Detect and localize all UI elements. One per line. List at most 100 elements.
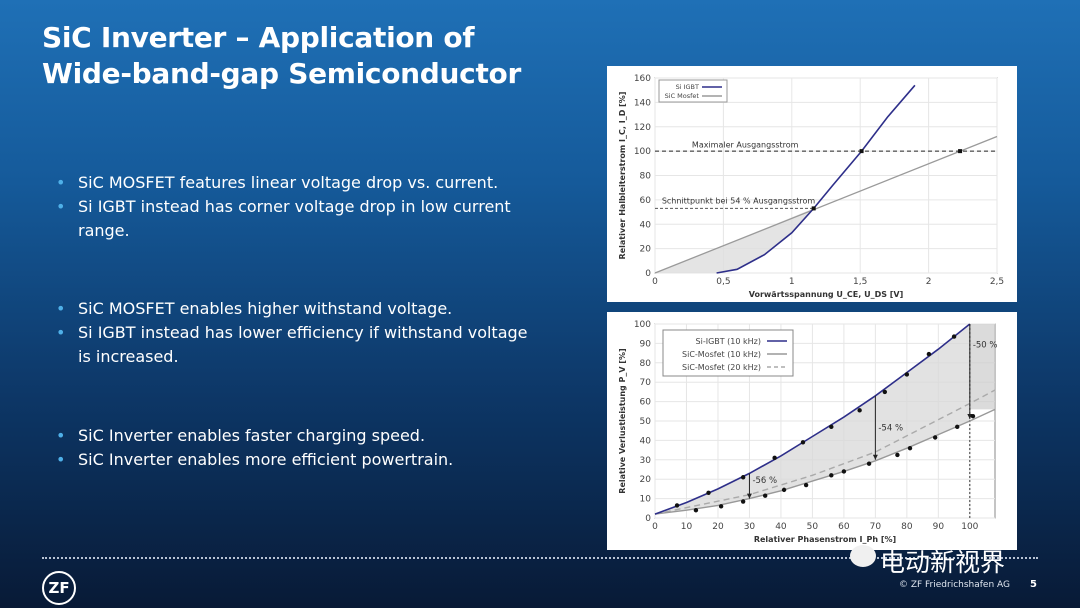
data-point-igbt [800,440,806,445]
x-tick-label: 40 [775,522,787,532]
x-tick-label: 50 [807,522,819,532]
data-point-sic [740,499,746,504]
data-point-igbt [951,334,957,339]
y-tick-label: 100 [634,147,651,157]
title-line-1: SiC Inverter – Application of [42,21,475,54]
data-point-igbt [829,424,834,430]
data-point-sic [907,445,913,451]
x-tick-label: 90 [933,522,945,532]
x-tick-label: 20 [712,522,724,532]
y-tick-label: 40 [640,436,652,446]
y-tick-label: 60 [640,196,652,206]
shaded-area [655,324,970,515]
x-tick-label: 2,5 [990,277,1004,287]
x-tick-label: 60 [838,522,850,532]
arrow-head [746,493,752,499]
y-tick-label: 0 [645,269,651,279]
x-tick-label: 80 [901,522,913,532]
chart-forward-voltage: 0 0,5 1 1,5 2 2,5 0 20 40 60 80 100 120 140 160 Vorwärt… [607,66,1017,302]
bullet: SiC MOSFET features linear voltage drop … [56,171,536,195]
x-tick-label: 1,5 [853,277,867,287]
footer-divider [42,557,1038,559]
title-line-2: Wide-band-gap Semiconductor [42,57,522,90]
bullet-group-1: SiC MOSFET features linear voltage drop … [56,171,536,243]
arrow-head [872,454,878,460]
y-tick-label: 50 [640,417,652,427]
bullet: SiC MOSFET enables higher withstand volt… [56,297,536,321]
x-tick-label: 0 [652,277,658,287]
data-point-sic [762,493,768,498]
data-point-igbt [674,503,680,508]
bullet: SiC Inverter enables faster charging spe… [56,424,536,448]
x-tick-label: 10 [681,522,693,532]
bullet: Si IGBT instead has lower efficiency if … [56,321,536,369]
x-tick-label: 0 [652,522,658,532]
bullet-group-2: SiC MOSFET enables higher withstand volt… [56,297,536,369]
y-tick-label: 80 [640,172,652,182]
x-axis-label: Relativer Phasenstrom I_Ph [%] [754,535,896,544]
annotation-max: Maximaler Ausgangsstrom [692,140,799,149]
x-tick-label: 30 [744,522,756,532]
y-tick-label: 90 [640,339,652,349]
data-point-sic [718,504,724,509]
marker-point [958,149,963,154]
chart-power-loss: 0 10 20 30 40 50 60 70 80 90 100 0 10 20 30 40 50 60 70 80 9… [607,312,1017,550]
x-tick-label: 1 [789,277,795,287]
data-point-sic [970,413,976,419]
data-point-igbt [706,490,711,495]
legend-label: Si-IGBT (10 kHz) [696,337,761,346]
y-tick-label: 160 [634,74,651,84]
data-point-sic [781,487,787,493]
legend-label: SiC-Mosfet (10 kHz) [682,350,761,359]
shaded-area [655,208,814,273]
marker-point [859,149,864,154]
x-tick-label: 2 [926,277,932,287]
data-point-sic [866,461,872,466]
y-tick-label: 20 [640,245,652,255]
data-point-sic [693,508,699,513]
y-tick-label: 60 [640,398,652,408]
data-point-sic [829,473,834,478]
legend-label: SiC Mosfet [665,92,700,100]
y-tick-label: 80 [640,359,652,369]
y-tick-label: 120 [634,123,651,133]
watermark: 电动新视界 [880,548,1006,577]
legend-label: Si IGBT [676,83,699,91]
legend-label: SiC-Mosfet (20 kHz) [682,363,761,372]
bullet-group-3: SiC Inverter enables faster charging spe… [56,424,536,472]
reduction-label: -54 % [878,424,903,434]
zf-logo: ZF [42,571,76,605]
data-point-igbt [904,372,910,377]
data-point-sic [955,424,960,430]
y-tick-label: 20 [640,475,652,485]
x-tick-label: 100 [961,522,978,532]
y-axis-label: Relative Verlustleistung P_V [%] [618,348,627,493]
marker-point [811,206,816,211]
y-tick-label: 40 [640,220,652,230]
y-tick-label: 0 [645,514,651,524]
shaded-area-right [969,324,995,410]
reduction-label: -56 % [752,476,777,486]
annotation-intersection: Schnittpunkt bei 54 % Ausgangsstrom [662,197,816,206]
series-sic-20khz [654,389,996,515]
data-point-sic [803,482,809,488]
data-point-sic [841,469,847,474]
y-tick-label: 70 [640,378,652,388]
legend [662,329,794,377]
data-point-igbt [926,351,932,357]
y-tick-label: 100 [634,320,651,330]
data-point-igbt [857,408,862,413]
wechat-icon [850,545,876,567]
slide-title: SiC Inverter – Application of Wide-band-… [42,20,521,92]
y-tick-label: 30 [640,456,652,466]
y-tick-label: 10 [640,495,652,505]
series-sic-10khz [654,408,996,515]
data-point-igbt [740,475,746,480]
data-point-sic [932,435,938,440]
x-axis-label: Vorwärtsspannung U_CE, U_DS [V] [749,290,904,299]
copyright: © ZF Friedrichshafen AG [898,580,1010,590]
y-tick-label: 140 [634,98,651,108]
data-point-igbt [772,455,777,461]
reduction-label: -50 % [973,340,998,350]
page-number: 5 [1030,579,1037,590]
